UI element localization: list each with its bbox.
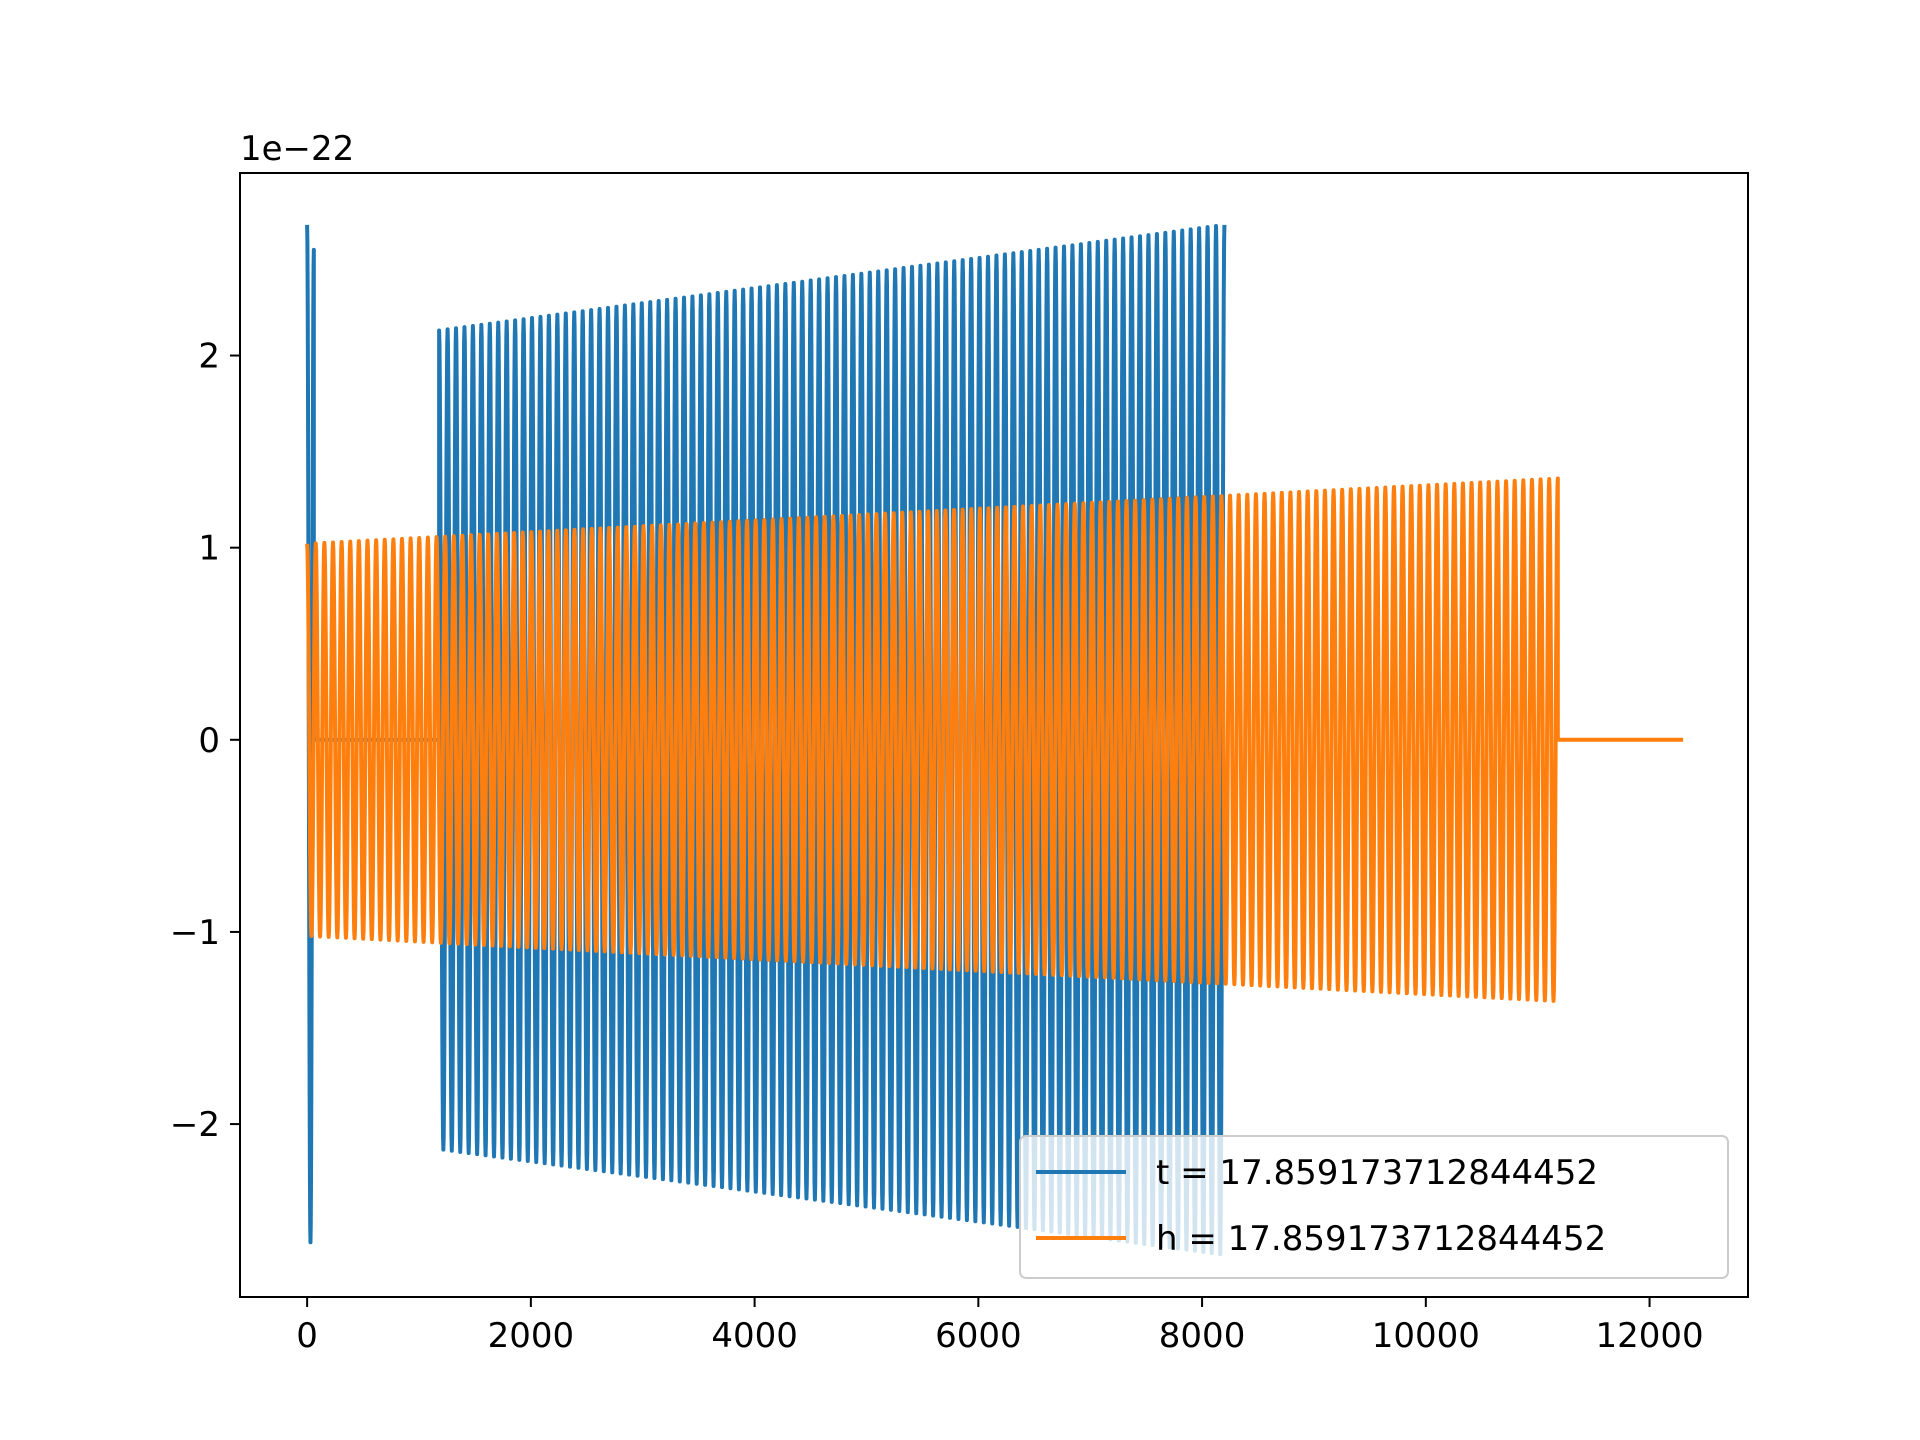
x-tick-label: 2000 <box>488 1316 575 1356</box>
y-tick-label: 1 <box>198 529 220 569</box>
legend: t = 17.859173712844452 h = 17.8591737128… <box>1019 1135 1729 1279</box>
x-tick-label: 4000 <box>711 1316 798 1356</box>
y-tick-label: 0 <box>198 721 220 761</box>
series-line-0 <box>305 224 1227 1257</box>
x-axis: 0 2000 4000 6000 8000 10000 12000 <box>296 1297 1704 1356</box>
x-tick-label: 8000 <box>1159 1316 1246 1356</box>
series-layer <box>305 224 1684 1257</box>
y-offset-label: 1e−22 <box>240 129 354 169</box>
x-tick-label: 0 <box>296 1316 318 1356</box>
x-tick-label: 10000 <box>1372 1316 1480 1356</box>
y-tick-label: −1 <box>170 913 220 953</box>
plot-frame <box>239 172 1749 1298</box>
legend-label-h: h = 17.859173712844452 <box>1156 1219 1606 1259</box>
x-tick-label: 6000 <box>935 1316 1022 1356</box>
y-axis: −2 −1 0 1 2 <box>170 337 240 1145</box>
legend-box <box>1019 1135 1729 1279</box>
y-tick-label: 2 <box>198 337 220 377</box>
legend-label-t: t = 17.859173712844452 <box>1156 1153 1598 1193</box>
series-line-1 <box>305 476 1684 1003</box>
x-tick-label: 12000 <box>1595 1316 1703 1356</box>
y-tick-label: −2 <box>170 1105 220 1145</box>
